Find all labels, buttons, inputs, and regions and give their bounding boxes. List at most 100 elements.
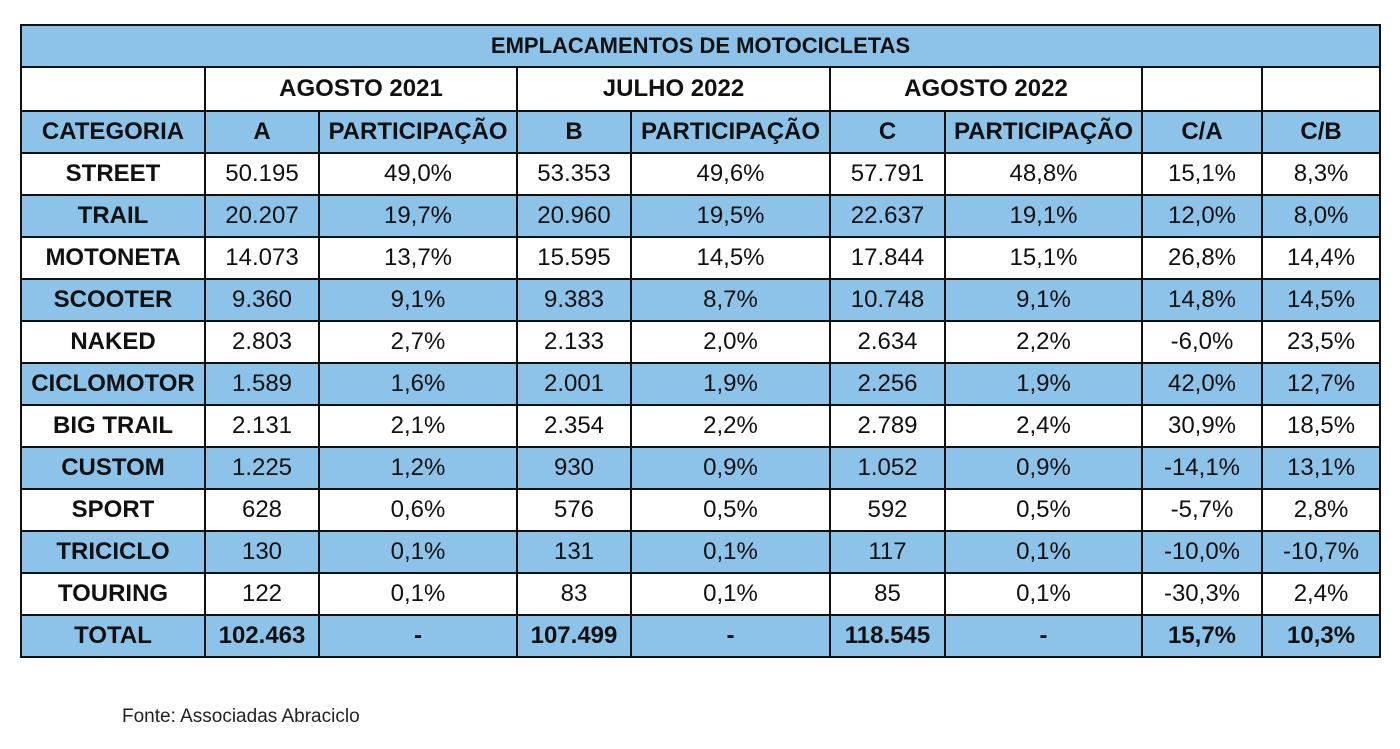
value-cell: 30,9% <box>1141 404 1263 448</box>
table-row: BIG TRAIL 2.131 2,1% 2.354 2,2% 2.789 2,4% 30,9… <box>20 404 1382 448</box>
column-header: B <box>516 110 632 154</box>
table-row: NAKED 2.803 2,7% 2.133 2,0% 2.634 2,2% -6,0% 23,… <box>20 320 1382 364</box>
value-cell: - <box>318 614 518 658</box>
value-cell: 49,0% <box>318 152 518 196</box>
empty-cell <box>1141 66 1263 112</box>
category-cell: NAKED <box>20 320 206 364</box>
value-cell: 20.207 <box>204 194 320 238</box>
value-cell: 0,9% <box>944 446 1143 490</box>
table-row: SPORT 628 0,6% 576 0,5% 592 0,5% -5,7% 2,8% <box>20 488 1382 532</box>
table-row: MOTONETA 14.073 13,7% 15.595 14,5% 17.844 15,1… <box>20 236 1382 280</box>
empty-cell <box>20 66 206 112</box>
column-header: C/B <box>1260 110 1382 154</box>
value-cell: 2.803 <box>204 320 320 364</box>
value-cell: 14,4% <box>1260 236 1382 280</box>
total-row: TOTAL 102.463-107.499-118.545-15,7% 10,3% <box>20 614 1382 658</box>
value-cell: 0,1% <box>630 530 831 574</box>
value-cell: 14,5% <box>1260 278 1382 322</box>
value-cell: 2,4% <box>944 404 1143 448</box>
value-cell: 19,1% <box>944 194 1143 238</box>
value-cell: 15.595 <box>516 236 632 280</box>
value-cell: 19,7% <box>318 194 518 238</box>
value-cell: -14,1% <box>1141 446 1263 490</box>
category-cell: TRICICLO <box>20 530 206 574</box>
value-cell: 2.256 <box>829 362 946 406</box>
source-note: Fonte: Associadas Abraciclo <box>122 706 360 727</box>
table-row: TOURING 122 0,1% 83 0,1% 85 0,1% -30,3% 2,4% <box>20 572 1382 616</box>
value-cell: 2,7% <box>318 320 518 364</box>
period-agosto-2021: AGOSTO 2021 <box>204 66 518 112</box>
value-cell: 9,1% <box>318 278 518 322</box>
value-cell: 2.131 <box>204 404 320 448</box>
value-cell: 0,9% <box>630 446 831 490</box>
value-cell: 15,1% <box>1141 152 1263 196</box>
value-cell: 2.634 <box>829 320 946 364</box>
value-cell: 20.960 <box>516 194 632 238</box>
table-row: STREET 50.195 49,0% 53.353 49,6% 57.791 48,8% 1… <box>20 152 1382 196</box>
value-cell: 2,2% <box>944 320 1143 364</box>
value-cell: 1,6% <box>318 362 518 406</box>
value-cell: 0,5% <box>630 488 831 532</box>
value-cell: 14,5% <box>630 236 831 280</box>
category-cell: STREET <box>20 152 206 196</box>
value-cell: -5,7% <box>1141 488 1263 532</box>
value-cell: 1.052 <box>829 446 946 490</box>
value-cell: 107.499 <box>516 614 632 658</box>
value-cell: 13,7% <box>318 236 518 280</box>
column-header: C/A <box>1141 110 1263 154</box>
value-cell: 12,7% <box>1260 362 1382 406</box>
value-cell: 83 <box>516 572 632 616</box>
value-cell: 117 <box>829 530 946 574</box>
value-cell: 592 <box>829 488 946 532</box>
value-cell: 2,4% <box>1260 572 1382 616</box>
category-cell: TOURING <box>20 572 206 616</box>
value-cell: 122 <box>204 572 320 616</box>
value-cell: 50.195 <box>204 152 320 196</box>
value-cell: 2.133 <box>516 320 632 364</box>
value-cell: 53.353 <box>516 152 632 196</box>
category-cell: CICLOMOTOR <box>20 362 206 406</box>
value-cell: - <box>944 614 1143 658</box>
value-cell: 15,1% <box>944 236 1143 280</box>
value-cell: 14,8% <box>1141 278 1263 322</box>
value-cell: 0,1% <box>630 572 831 616</box>
value-cell: 1,9% <box>944 362 1143 406</box>
value-cell: 2.354 <box>516 404 632 448</box>
value-cell: 26,8% <box>1141 236 1263 280</box>
value-cell: -10,0% <box>1141 530 1263 574</box>
category-cell: SPORT <box>20 488 206 532</box>
empty-cell <box>1260 66 1382 112</box>
title-row: EMPLACAMENTOS DE MOTOCICLETAS <box>19 24 1382 68</box>
value-cell: 130 <box>204 530 320 574</box>
value-cell: 8,3% <box>1260 152 1382 196</box>
table-row: SCOOTER 9.360 9,1% 9.383 8,7% 10.748 9,1% 14,8%… <box>20 278 1382 322</box>
column-header: A <box>204 110 320 154</box>
category-cell: TOTAL <box>20 614 206 658</box>
value-cell: - <box>630 614 831 658</box>
category-cell: SCOOTER <box>20 278 206 322</box>
column-header: CATEGORIA <box>20 110 206 154</box>
column-header: PARTICIPAÇÃO <box>318 110 518 154</box>
value-cell: 131 <box>516 530 632 574</box>
value-cell: 57.791 <box>829 152 946 196</box>
value-cell: 22.637 <box>829 194 946 238</box>
value-cell: 1.589 <box>204 362 320 406</box>
value-cell: 628 <box>204 488 320 532</box>
column-header-row: CATEGORIA A PARTICIPAÇÃO B PARTICIPAÇÃO C PART… <box>20 110 1382 154</box>
value-cell: -6,0% <box>1141 320 1263 364</box>
value-cell: 576 <box>516 488 632 532</box>
value-cell: 2,8% <box>1260 488 1382 532</box>
value-cell: 13,1% <box>1260 446 1382 490</box>
table-title: EMPLACAMENTOS DE MOTOCICLETAS <box>19 24 1382 68</box>
table-row: TRICICLO 130 0,1% 131 0,1% 117 0,1% -10,0% -10,7… <box>20 530 1382 574</box>
value-cell: 1,9% <box>630 362 831 406</box>
value-cell: 9.383 <box>516 278 632 322</box>
motorcycle-registrations-table: EMPLACAMENTOS DE MOTOCICLETAS AGOSTO 202… <box>19 24 1382 658</box>
table-row: CUSTOM 1.225 1,2% 930 0,9% 1.052 0,9% -14,1% 13,… <box>20 446 1382 490</box>
column-header: C <box>829 110 946 154</box>
period-julho-2022: JULHO 2022 <box>516 66 831 112</box>
value-cell: 15,7% <box>1141 614 1263 658</box>
value-cell: 10.748 <box>829 278 946 322</box>
category-cell: TRAIL <box>20 194 206 238</box>
period-row: AGOSTO 2021 JULHO 2022 AGOSTO 2022 <box>20 66 1382 112</box>
